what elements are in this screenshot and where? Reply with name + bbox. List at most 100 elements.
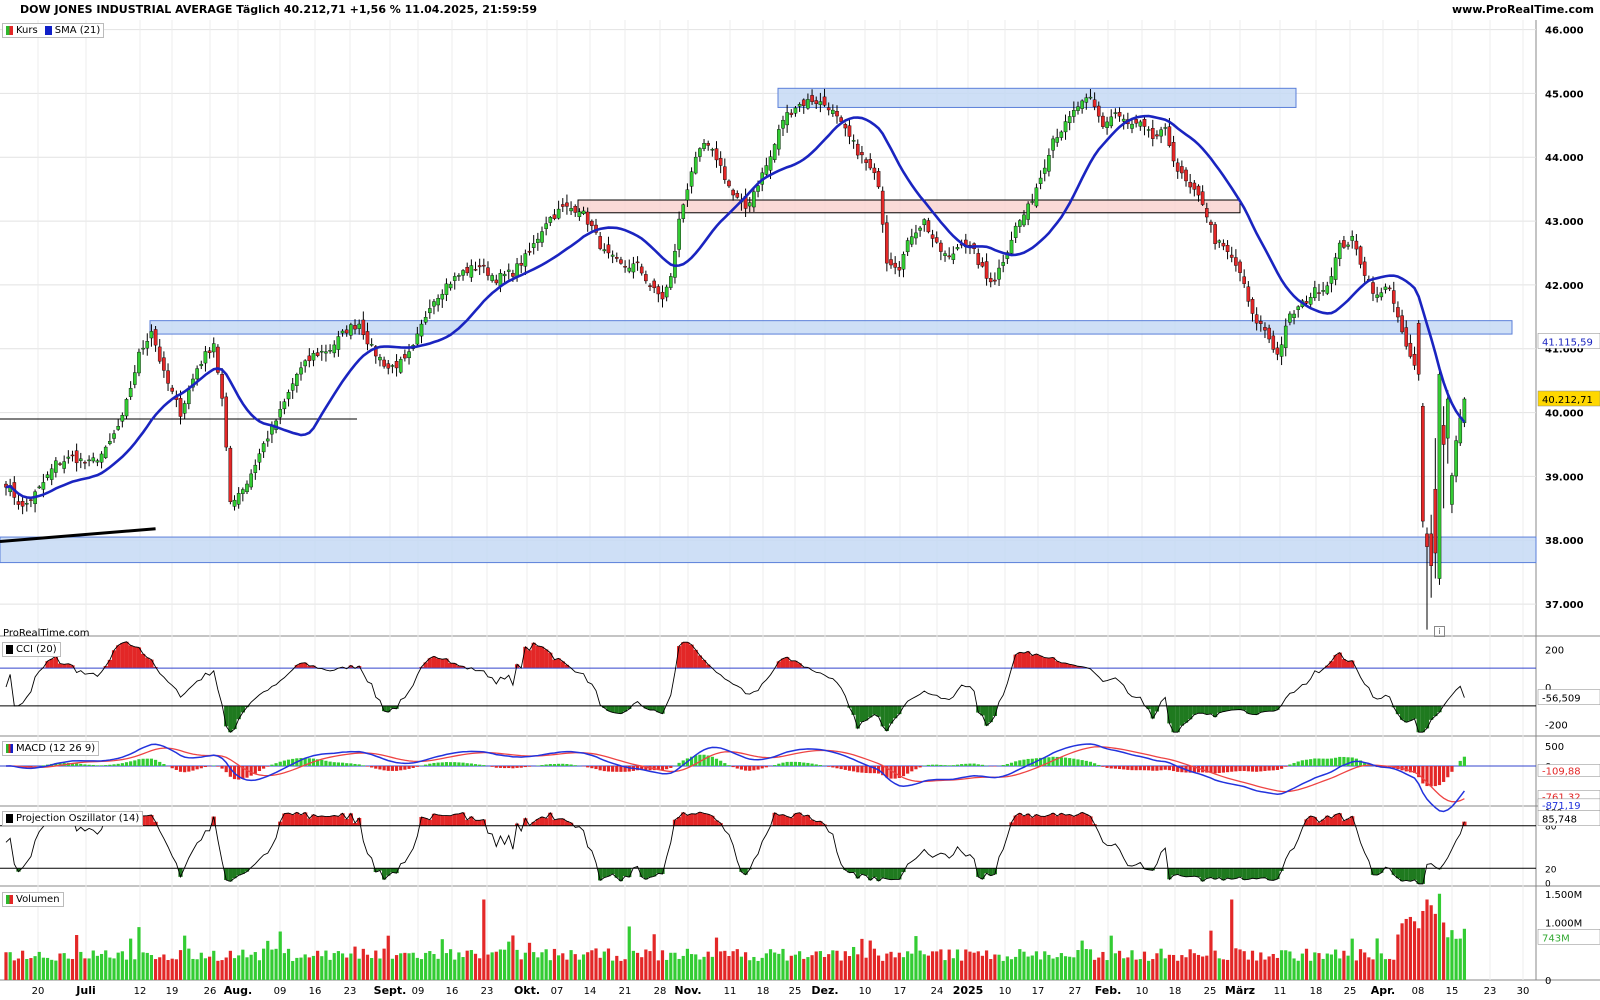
- cci-overbought-fill: [1046, 658, 1052, 669]
- candle: [187, 389, 191, 405]
- volume-bar: [1354, 960, 1358, 980]
- macd-histogram-bar: [270, 764, 274, 766]
- macd-histogram-bar: [665, 766, 669, 770]
- candle: [45, 474, 50, 478]
- cci-oversold-fill: [1242, 705, 1247, 711]
- candle: [826, 107, 831, 111]
- cci-overbought-fill: [294, 665, 299, 669]
- macd-histogram-bar: [1442, 766, 1446, 782]
- proj-overbought-fill: [718, 823, 723, 826]
- volume-bar: [723, 950, 727, 980]
- candle: [1117, 112, 1122, 117]
- macd-histogram-bar: [881, 766, 885, 776]
- macd-histogram-bar: [1142, 766, 1147, 771]
- macd-histogram-bar: [91, 764, 95, 766]
- macd-histogram-bar: [378, 766, 382, 770]
- volume-bar: [1329, 954, 1334, 980]
- candle: [1358, 246, 1363, 265]
- proj-overbought-fill: [809, 819, 815, 826]
- proj-overbought-fill: [776, 815, 781, 826]
- cci-overbought-fill: [444, 658, 449, 669]
- candle: [947, 255, 951, 258]
- volume-bar: [847, 956, 852, 980]
- macd-histogram-bar: [972, 763, 976, 766]
- candle: [955, 247, 960, 250]
- candle: [918, 227, 922, 231]
- volume-bar: [1450, 930, 1454, 980]
- proj-oversold-fill: [1200, 868, 1205, 882]
- volume-bar: [66, 958, 70, 980]
- macd-histogram-bar: [889, 766, 893, 779]
- proj-oversold-fill: [1208, 868, 1214, 878]
- volume-bar: [1446, 937, 1450, 980]
- candle: [1362, 261, 1367, 276]
- volume-bar: [910, 953, 914, 980]
- volume-bar: [207, 956, 212, 980]
- macd-histogram-bar: [1122, 766, 1126, 770]
- macd-histogram-bar: [482, 765, 486, 766]
- volume-bar: [75, 935, 79, 980]
- macd-histogram-bar: [1192, 766, 1196, 773]
- macd-histogram-bar: [773, 765, 777, 766]
- macd-histogram-bar: [615, 766, 619, 772]
- macd-histogram-bar: [1429, 766, 1433, 787]
- candle: [519, 263, 524, 266]
- macd-histogram-bar: [1205, 766, 1209, 773]
- macd-histogram-bar: [947, 765, 951, 766]
- volume-bar: [760, 957, 764, 980]
- macd-histogram-bar: [1279, 766, 1284, 769]
- volume-bar: [881, 960, 885, 980]
- macd-histogram-bar: [299, 758, 303, 766]
- cci-oversold-fill: [1416, 705, 1421, 733]
- candle: [16, 501, 21, 505]
- volume-tick-label: 0: [1545, 976, 1551, 987]
- volume-bar: [798, 951, 802, 980]
- price-tick-label: 42.000: [1545, 281, 1584, 292]
- candle: [569, 208, 573, 212]
- candle: [1059, 131, 1064, 138]
- volume-bar: [939, 949, 943, 980]
- volume-bar: [727, 956, 731, 980]
- candle: [1333, 257, 1338, 280]
- candle: [905, 240, 910, 253]
- macd-histogram-bar: [955, 764, 960, 766]
- proj-overbought-fill: [481, 819, 486, 826]
- cci-oversold-fill: [855, 705, 860, 729]
- candle: [855, 143, 860, 156]
- macd-histogram-bar: [407, 766, 411, 769]
- proj-overbought-fill: [1325, 815, 1330, 826]
- proj-overbought-fill: [539, 816, 545, 826]
- proj-overbought-fill: [307, 818, 312, 826]
- info-icon[interactable]: i: [1434, 626, 1445, 637]
- candle: [885, 222, 889, 264]
- proj-overbought-fill: [689, 813, 694, 826]
- macd-histogram-bar: [1334, 757, 1338, 766]
- price-legend: Kurs SMA (21): [2, 23, 105, 38]
- macd-histogram-bar: [357, 764, 361, 766]
- macd-histogram-bar: [1155, 766, 1159, 771]
- site-url[interactable]: www.ProRealTime.com: [1451, 3, 1594, 16]
- proj-oversold-fill: [627, 868, 632, 878]
- proj-oversold-fill: [1267, 868, 1272, 881]
- volume-bar: [972, 952, 976, 980]
- macd-histogram-bar: [440, 762, 444, 766]
- proj-overbought-fill: [1042, 816, 1047, 826]
- candle: [631, 263, 636, 273]
- candle: [606, 244, 611, 254]
- macd-histogram-bar: [99, 765, 104, 766]
- proj-oversold-fill: [1217, 868, 1222, 878]
- macd-histogram-bar: [1313, 758, 1317, 766]
- proj-oversold-fill: [1412, 868, 1417, 880]
- cci-overbought-fill: [132, 646, 137, 669]
- price-tick-label: 46.000: [1545, 26, 1584, 37]
- volume-bar: [174, 959, 178, 980]
- candle: [623, 266, 627, 268]
- macd-histogram-bar: [1259, 766, 1263, 772]
- macd-histogram-bar: [116, 763, 120, 766]
- candle: [1350, 236, 1355, 241]
- macd-legend: MACD (12 26 9): [2, 741, 100, 756]
- candle: [303, 360, 307, 367]
- proj-oversold-fill: [390, 868, 395, 873]
- candle: [386, 363, 391, 369]
- proj-overbought-fill: [1034, 814, 1039, 826]
